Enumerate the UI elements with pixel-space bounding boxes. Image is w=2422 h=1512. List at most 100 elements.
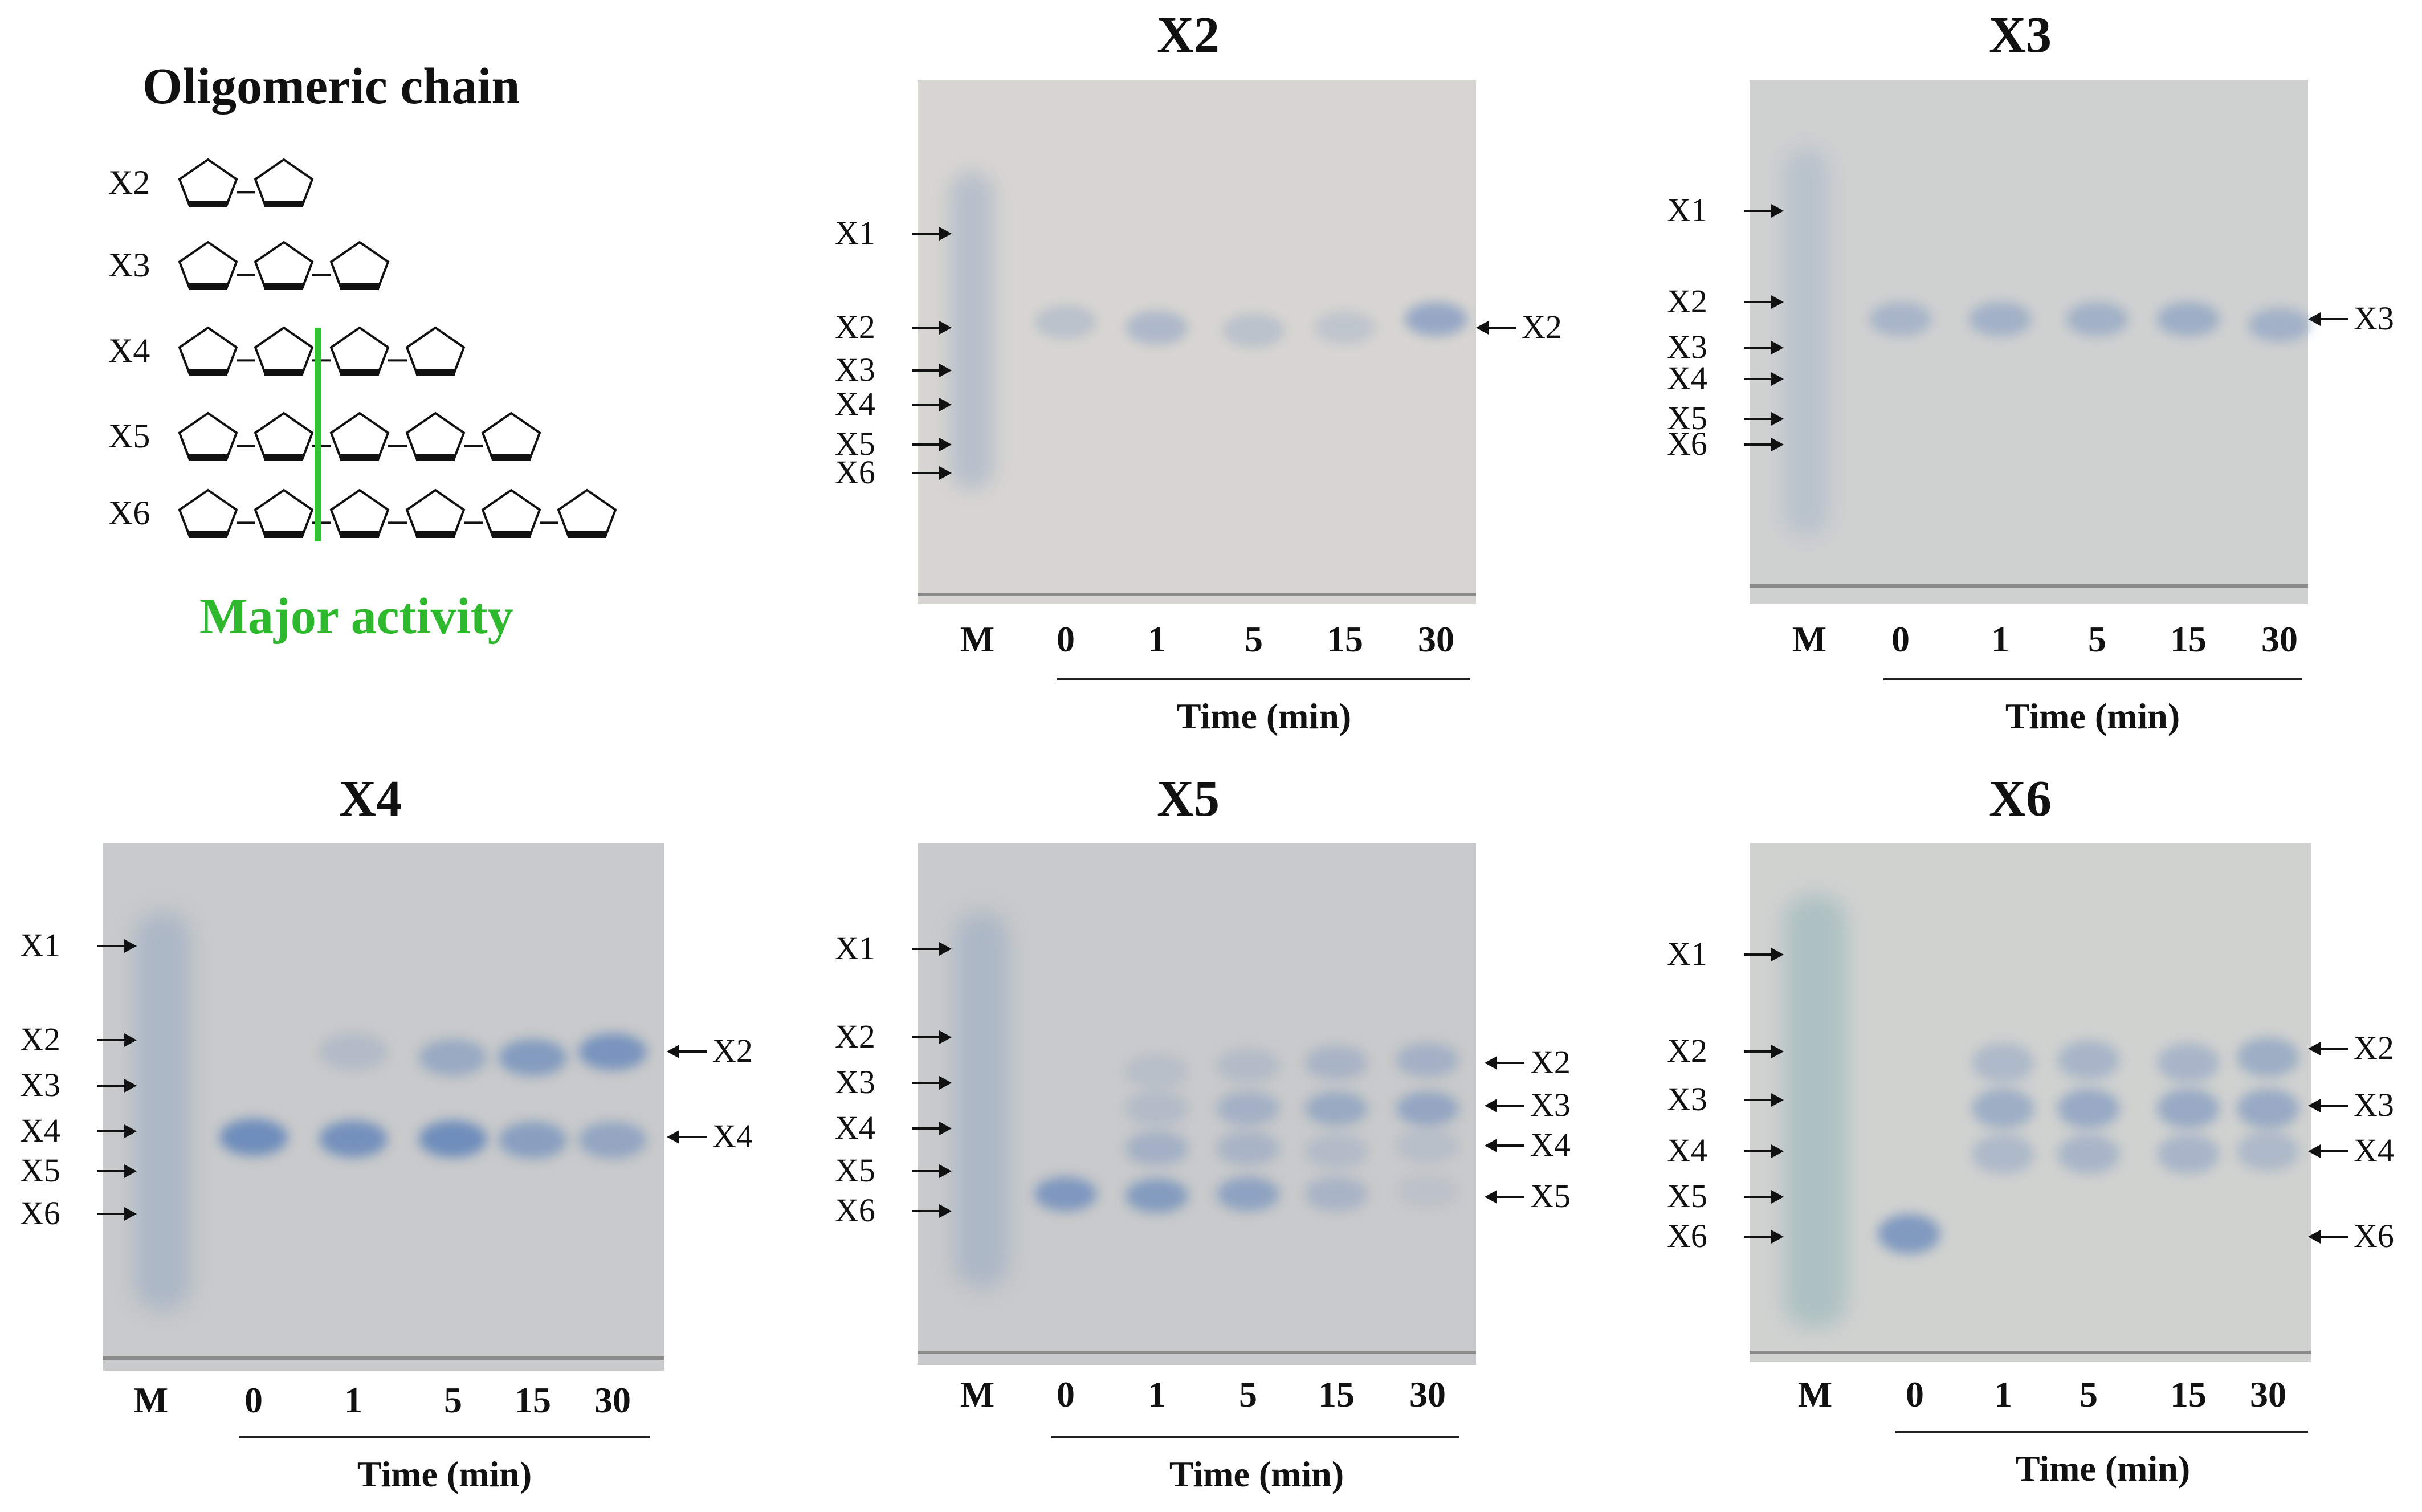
lane-label-x6: M <box>1797 1374 1833 1415</box>
lane-label-x5: 1 <box>1148 1374 1166 1415</box>
legend-row-label: X6 <box>108 494 150 532</box>
arrow-right-icon <box>97 1124 137 1138</box>
marker-label-x3: X2 <box>1667 283 1707 320</box>
lane-label-x5: 5 <box>1239 1374 1257 1415</box>
marker-arrow-x6 <box>1744 1143 1784 1163</box>
tlc-spot <box>1405 302 1467 336</box>
marker-label-x2: X1 <box>835 214 875 251</box>
marker-arrow-x2 <box>912 396 952 416</box>
lane-label-x6: 15 <box>2170 1374 2207 1415</box>
tlc-spot <box>219 1118 288 1156</box>
legend-row-label: X5 <box>108 417 150 455</box>
product-arrow-x3 <box>2308 311 2348 331</box>
tlc-spot <box>2057 1134 2120 1174</box>
marker-label-x3: X1 <box>1667 191 1707 229</box>
marker-arrow-x3 <box>1744 410 1784 430</box>
tlc-spot <box>1217 1131 1279 1165</box>
marker-label-x5: X6 <box>835 1192 875 1229</box>
legend-title: Oligomeric chain <box>142 58 520 115</box>
marker-arrow-x5 <box>912 940 952 960</box>
panel-title-x5: X5 <box>1157 771 1220 827</box>
arrow-right-icon <box>97 1079 137 1093</box>
tlc-spot <box>319 1120 388 1158</box>
tlc-spot <box>1126 1179 1188 1213</box>
xylose-ring-icon <box>178 488 238 538</box>
marker-label-x6: X1 <box>1667 935 1707 972</box>
tlc-spot <box>1305 1177 1368 1211</box>
tlc-spot <box>1396 1043 1459 1077</box>
tlc-spot <box>499 1038 567 1076</box>
tlc-spot <box>1126 1091 1188 1126</box>
marker-label-x6: X3 <box>1667 1081 1707 1118</box>
arrow-left-icon <box>1485 1139 1524 1152</box>
tlc-spot <box>1034 305 1097 339</box>
lane-label-x3: 15 <box>2170 619 2207 659</box>
product-label-x6: X2 <box>2354 1029 2394 1066</box>
tlc-spot <box>578 1121 647 1159</box>
product-arrow-x5 <box>1485 1054 1524 1074</box>
marker-arrow-x5 <box>912 1163 952 1183</box>
marker-arrow-x2 <box>912 319 952 339</box>
marker-arrow-x3 <box>1744 339 1784 359</box>
legend-row-label: X3 <box>108 246 150 284</box>
lane-label-x3: 0 <box>1891 619 1910 659</box>
lane-label-x5: M <box>960 1374 995 1415</box>
lane-label-x4: 0 <box>244 1380 263 1420</box>
arrow-left-icon <box>2308 1230 2348 1244</box>
time-axis-label-x5: Time (min) <box>1169 1454 1344 1494</box>
tlc-spot <box>1034 1177 1097 1211</box>
tlc-spot <box>2237 1037 2299 1077</box>
tlc-spot <box>419 1120 487 1158</box>
panel-title-x6: X6 <box>1989 771 2052 827</box>
marker-arrow-x3 <box>1744 202 1784 222</box>
time-axis-label-x6: Time (min) <box>2015 1448 2191 1489</box>
marker-label-x6: X6 <box>1667 1217 1707 1254</box>
arrow-right-icon <box>912 1076 952 1090</box>
lane-label-x5: 30 <box>1409 1374 1446 1415</box>
marker-arrow-x4 <box>97 1032 137 1052</box>
product-label-x5: X4 <box>1530 1126 1571 1163</box>
product-arrow-x6 <box>2308 1097 2348 1117</box>
arrow-right-icon <box>912 364 952 377</box>
lane-label-x6: 1 <box>1994 1374 2012 1415</box>
arrow-right-icon <box>97 939 137 953</box>
marker-label-x4: X6 <box>20 1195 60 1232</box>
marker-label-x5: X5 <box>835 1152 875 1189</box>
tlc-spot <box>1305 1091 1368 1126</box>
arrow-left-icon <box>2308 1144 2348 1158</box>
time-axis-line-x5 <box>1051 1436 1459 1438</box>
lane-label-x2: 0 <box>1057 619 1075 659</box>
tlc-spot <box>2237 1131 2299 1171</box>
marker-label-x3: X5 <box>1667 400 1707 437</box>
product-arrow-x5 <box>1485 1097 1524 1117</box>
xylose-chain-icon <box>178 326 466 376</box>
tlc-spot <box>1217 1091 1279 1126</box>
major-activity-label: Major activity <box>199 588 513 645</box>
tlc-spot <box>1878 1214 1940 1254</box>
marker-arrow-x5 <box>912 1029 952 1049</box>
tlc-spot <box>1217 1177 1279 1211</box>
legend-row-label: X2 <box>108 164 150 201</box>
tlc-spot <box>1869 302 1932 336</box>
tlc-spot <box>419 1038 487 1076</box>
marker-label-x3: X6 <box>1667 425 1707 462</box>
arrow-right-icon <box>97 1164 137 1178</box>
product-label-x6: X6 <box>2354 1217 2394 1254</box>
product-label-x4: X2 <box>712 1032 753 1069</box>
product-label-x6: X3 <box>2354 1086 2394 1123</box>
tlc-spot <box>499 1121 567 1159</box>
xylose-ring-icon <box>557 488 617 538</box>
product-label-x4: X4 <box>712 1118 753 1155</box>
tlc-spot <box>319 1033 388 1070</box>
tlc-spot <box>2157 1043 2220 1083</box>
product-label-x5: X2 <box>1530 1044 1571 1081</box>
lane-label-x4: M <box>133 1380 169 1420</box>
xylose-ring-icon <box>329 488 390 538</box>
tlc-plate-x3 <box>1750 80 2308 604</box>
tlc-spot <box>1126 1131 1188 1165</box>
arrow-right-icon <box>912 1122 952 1135</box>
marker-arrow-x3 <box>1744 294 1784 313</box>
tlc-spot <box>1314 311 1376 345</box>
arrow-right-icon <box>1744 948 1784 961</box>
arrow-right-icon <box>912 227 952 241</box>
